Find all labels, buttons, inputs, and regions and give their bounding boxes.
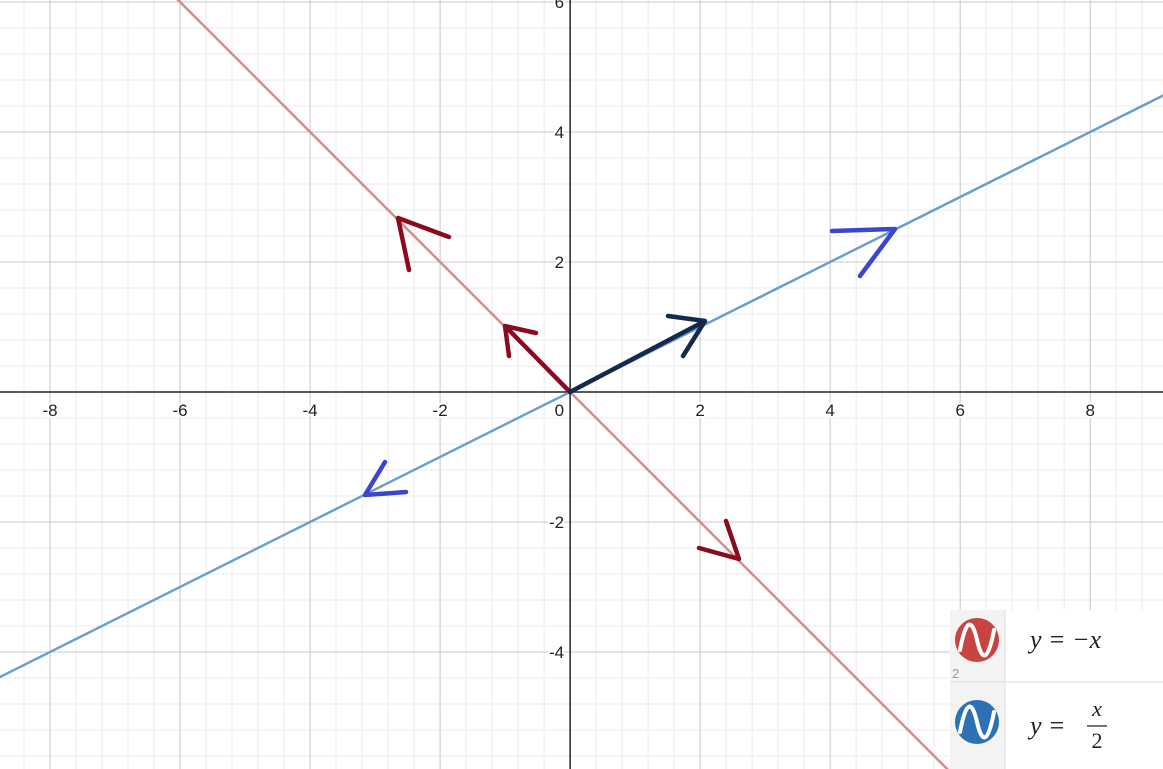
y-tick-label: 4 bbox=[555, 123, 564, 142]
legend-icon-wave bbox=[958, 622, 996, 658]
legend-label: y = −x bbox=[1027, 625, 1102, 654]
legend-label: y =x 2 bbox=[1027, 696, 1103, 753]
x-tick-label: -4 bbox=[303, 401, 318, 420]
arrow-annotation bbox=[502, 323, 573, 395]
expression-list: y = −x 2 y =x 2 bbox=[950, 610, 1163, 769]
x-tick-label: -2 bbox=[433, 401, 448, 420]
y-tick-label: 6 bbox=[555, 0, 564, 12]
x-tick-label: 0 bbox=[555, 401, 564, 420]
arrow-annotation bbox=[362, 459, 409, 498]
arrow-annotation bbox=[395, 215, 452, 273]
legend-icon-wave bbox=[958, 704, 996, 740]
y-tick-label: -4 bbox=[549, 643, 564, 662]
x-tick-label: 4 bbox=[825, 401, 834, 420]
arrow-annotation bbox=[829, 226, 898, 279]
arrow-annotation bbox=[696, 518, 742, 562]
x-tick-label: -8 bbox=[42, 401, 57, 420]
x-tick-label: 8 bbox=[1085, 401, 1094, 420]
annotations bbox=[362, 215, 898, 562]
arrow-annotation bbox=[567, 313, 708, 395]
y-tick-label: -2 bbox=[549, 513, 564, 532]
expression-index: 2 bbox=[952, 666, 959, 681]
y-tick-label: 2 bbox=[555, 253, 564, 272]
x-tick-label: -6 bbox=[173, 401, 188, 420]
x-tick-label: 6 bbox=[955, 401, 964, 420]
x-tick-label: 2 bbox=[695, 401, 704, 420]
